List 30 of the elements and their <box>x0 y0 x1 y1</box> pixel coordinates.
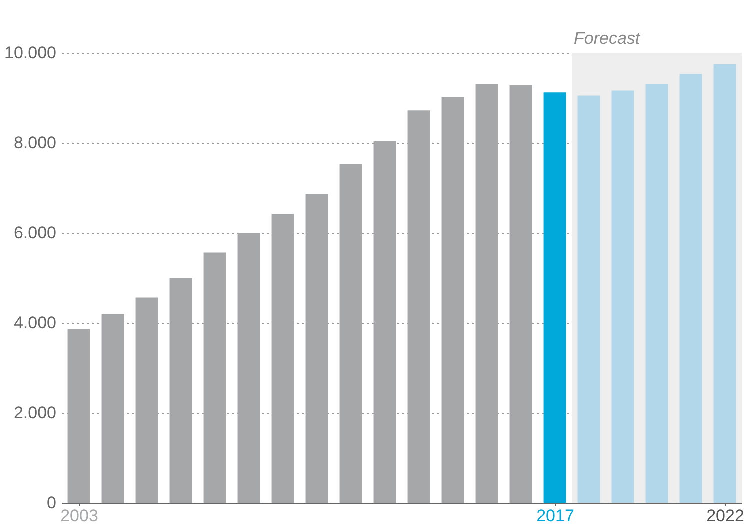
bar <box>170 278 192 503</box>
bar <box>408 110 430 503</box>
bar <box>510 85 532 503</box>
y-tick-label: 0 <box>47 494 56 512</box>
bar <box>204 252 226 503</box>
bar <box>238 233 260 503</box>
bar <box>102 314 124 503</box>
y-tick-label: 2.000 <box>14 404 56 422</box>
bar <box>340 164 362 503</box>
bar <box>680 74 702 503</box>
bar <box>68 329 90 503</box>
bar <box>306 194 328 503</box>
bar <box>714 64 736 503</box>
band-label: Forecast <box>574 29 642 48</box>
bar <box>374 141 396 503</box>
bar <box>476 84 498 503</box>
x-tick-label: 2022 <box>706 506 744 526</box>
bar <box>646 84 668 503</box>
y-tick-label: 10.000 <box>4 44 56 62</box>
y-tick-label: 8.000 <box>14 134 56 152</box>
bar <box>544 92 566 503</box>
y-tick-label: 6.000 <box>14 224 56 242</box>
bar <box>612 90 634 503</box>
bar <box>442 97 464 503</box>
y-tick-label: 4.000 <box>14 314 56 332</box>
x-tick-label: 2003 <box>60 506 98 526</box>
x-tick-label: 2017 <box>536 506 574 526</box>
bar <box>272 214 294 503</box>
bar <box>578 96 600 503</box>
bar <box>136 298 158 503</box>
